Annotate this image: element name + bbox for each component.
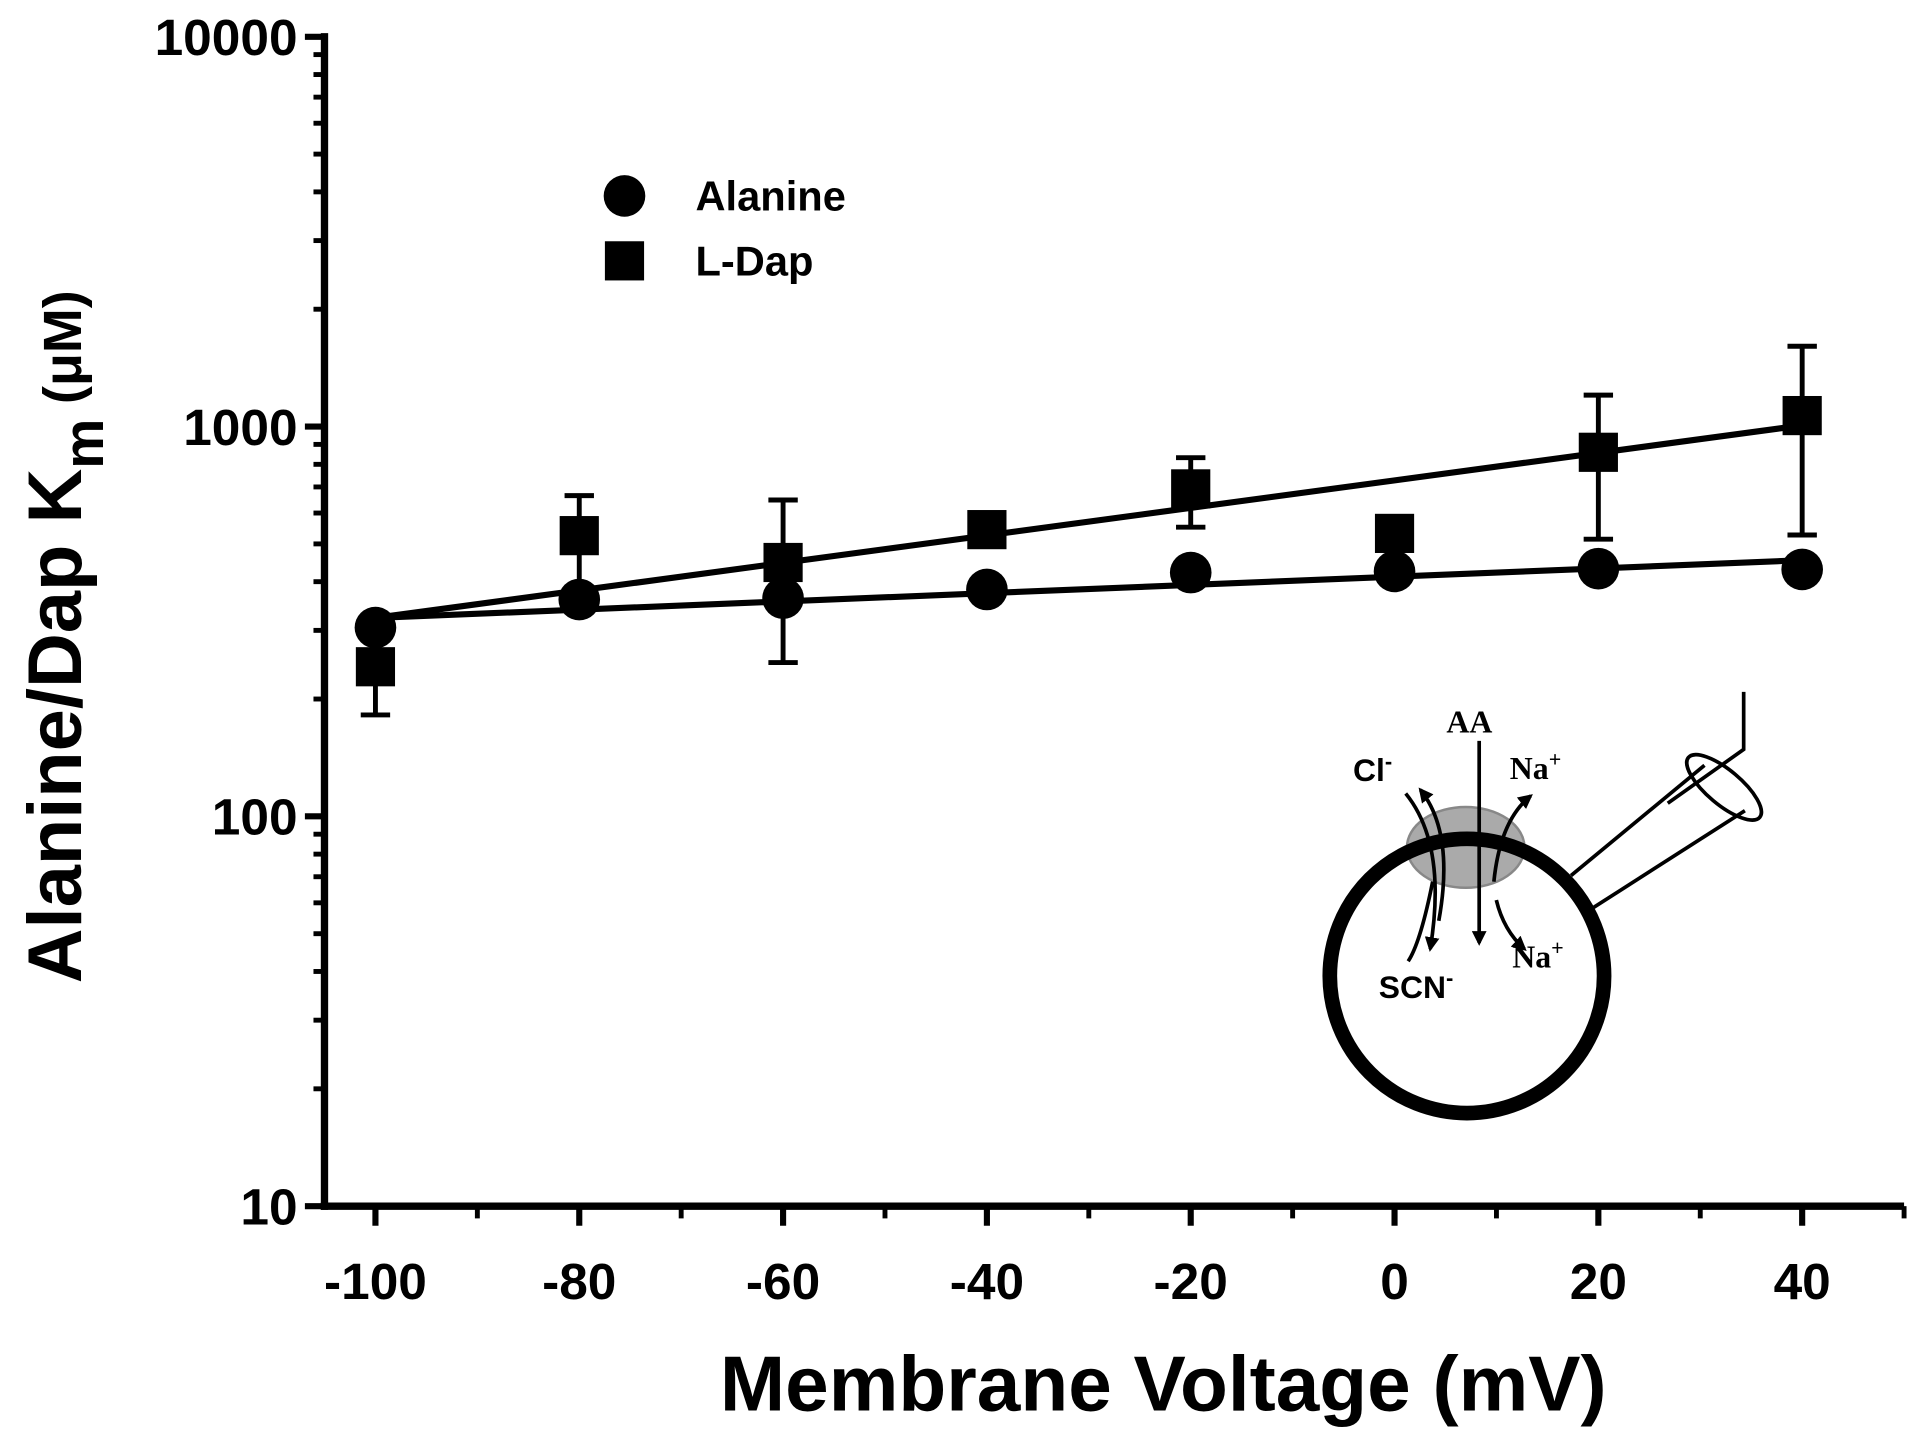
point [967, 510, 1007, 550]
cl-sup: - [1385, 749, 1392, 774]
point [1577, 547, 1620, 590]
y-label-unit: (μM) [33, 290, 93, 404]
x-tick-label: 40 [1774, 1252, 1831, 1310]
x-axis-label: Membrane Voltage (mV) [720, 1340, 1607, 1428]
legend-label: Alanine [696, 173, 846, 220]
scn-text: SCN [1379, 969, 1446, 1005]
fit-line [375, 422, 1803, 621]
pipette-end [1684, 752, 1764, 822]
na-out-sup: + [1549, 747, 1562, 772]
cl-label: Cl- [1353, 749, 1392, 788]
na-out-label: Na+ [1510, 747, 1561, 786]
na-arrow-in [1494, 899, 1527, 951]
na-in-text: Na [1512, 939, 1551, 974]
y-label-sub: m [52, 419, 115, 469]
aa-label: AA [1446, 704, 1492, 739]
x-tick-label: -40 [950, 1252, 1024, 1310]
point [354, 606, 397, 649]
legend-marker [604, 241, 645, 281]
point [1374, 513, 1415, 553]
point [1782, 395, 1822, 436]
fit-line [375, 557, 1803, 621]
na-in-label: Na+ [1512, 935, 1563, 974]
na-arrow-out [1492, 794, 1533, 882]
point [762, 577, 804, 619]
cl-arrow [1404, 792, 1440, 952]
x-tick-label: -80 [542, 1252, 616, 1310]
point [763, 542, 803, 583]
point [1578, 432, 1618, 472]
na-in-sup: + [1551, 935, 1564, 960]
x-tick-label: -100 [324, 1252, 427, 1310]
scn-arrow-out [1418, 787, 1446, 922]
scn-label: SCN- [1379, 966, 1454, 1005]
scn-arrow [1406, 881, 1435, 963]
point [558, 578, 601, 621]
point [559, 516, 599, 556]
x-tick-label: -20 [1154, 1252, 1228, 1310]
pipette-edge [1569, 763, 1706, 877]
cl-text: Cl [1353, 752, 1385, 788]
point [1373, 550, 1416, 593]
y-axis-label: Alanine/Dap Km (μM) [13, 290, 115, 983]
y-tick-label: 1000 [183, 398, 297, 456]
point [355, 647, 396, 687]
point [1781, 548, 1823, 591]
point [966, 568, 1008, 611]
inset-diagram: AA Cl- Na+ Na+ SCN- [1322, 691, 1764, 1121]
y-tick-label: 10000 [155, 8, 298, 66]
point [1169, 551, 1212, 594]
scn-sup: - [1446, 966, 1453, 991]
na-out-text: Na [1510, 751, 1549, 786]
point [1171, 469, 1211, 509]
y-tick-label: 100 [212, 788, 298, 846]
y-tick-label: 10 [240, 1178, 297, 1236]
legend-marker [603, 175, 646, 217]
y-label-main: Alanine/Dap K [13, 469, 98, 984]
legend-label: L-Dap [696, 238, 814, 285]
x-tick-label: 0 [1380, 1252, 1409, 1310]
pipette-edge [1590, 809, 1746, 911]
cell [1322, 831, 1612, 1121]
x-tick-label: -60 [746, 1252, 820, 1310]
electrode-wire [1666, 691, 1746, 805]
x-tick-label: 20 [1570, 1252, 1627, 1310]
